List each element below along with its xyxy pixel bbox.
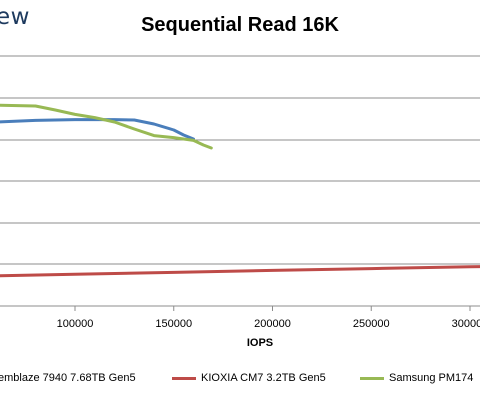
x-axis-label: IOPS — [246, 337, 274, 349]
brand-logo: ew — [0, 4, 30, 30]
legend-label-1: emblaze 7940 7.68TB Gen5 — [0, 372, 136, 384]
x-tick-label-2: 150000 — [155, 318, 192, 330]
x-tick-label-4: 250000 — [353, 318, 390, 330]
chart-legend: emblaze 7940 7.68TB Gen5 KIOXIA CM7 3.2T… — [0, 372, 480, 390]
series-line-3 — [0, 103, 213, 150]
x-tick-label-1: 100000 — [57, 318, 94, 330]
legend-item-2: KIOXIA CM7 3.2TB Gen5 — [172, 372, 326, 384]
x-tick-label-3: 200000 — [254, 318, 291, 330]
legend-item-3: Samsung PM174 — [360, 372, 473, 384]
x-tick-label-5: 300000 — [452, 318, 480, 330]
legend-label-3: Samsung PM174 — [389, 372, 474, 384]
legend-label-2: KIOXIA CM7 3.2TB Gen5 — [201, 372, 326, 384]
series-line-2 — [0, 265, 480, 278]
legend-swatch-2 — [172, 376, 196, 380]
series-line-1 — [0, 118, 195, 141]
chart-title: Sequential Read 16K — [141, 14, 339, 36]
legend-swatch-3 — [360, 376, 384, 380]
legend-item-1: emblaze 7940 7.68TB Gen5 — [0, 372, 136, 384]
